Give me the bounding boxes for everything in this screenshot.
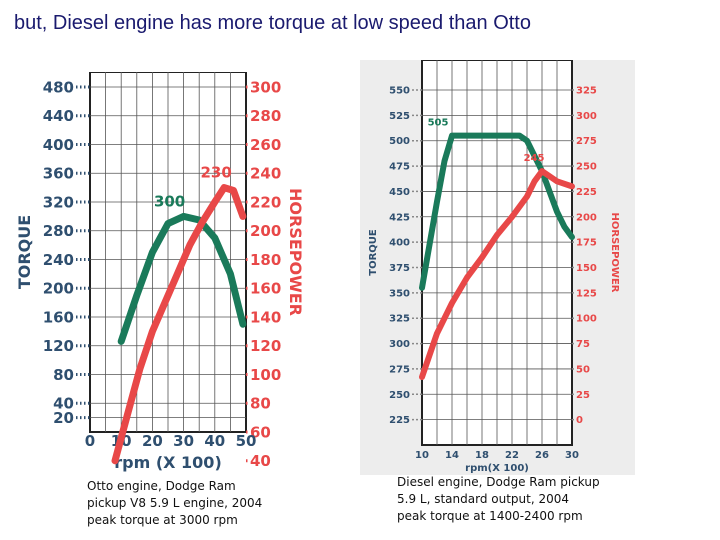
y-tick-label: 40 (53, 395, 74, 413)
y-tick-label: 280 (43, 222, 74, 240)
diesel-engine-chart-svg: 2252502753003253503754004254504755005255… (360, 60, 635, 475)
y-tick-label: 440 (43, 107, 74, 125)
x-tick-label: 22 (505, 450, 519, 461)
otto-caption-line-1: Otto engine, Dodge Ram (87, 479, 236, 493)
x-tick-label: 14 (445, 450, 459, 461)
y-tick-label: 360 (43, 165, 74, 183)
y2-tick-label: 275 (576, 136, 597, 147)
y2-tick-label: 300 (250, 78, 281, 96)
y-axis-label: TORQUE (368, 229, 379, 276)
y2-tick-label: 180 (250, 251, 281, 269)
y2-tick-label: 300 (576, 111, 597, 122)
y2-tick-label: 100 (576, 314, 597, 325)
x-tick-label: 0 (85, 432, 95, 450)
x-tick-label: 40 (204, 432, 225, 450)
y2-tick-label: 325 (576, 86, 597, 97)
y-tick-label: 20 (53, 409, 74, 427)
y2-axis-label: HORSEPOWER (609, 213, 620, 293)
x-axis-label: rpm (X 100) (114, 453, 222, 472)
y-tick-label: 400 (389, 238, 410, 249)
y-tick-label: 250 (389, 390, 410, 401)
y2-tick-label: 100 (250, 366, 281, 384)
peak-annotation: 245 (524, 153, 545, 164)
y-tick-label: 375 (389, 263, 410, 274)
diesel-engine-chart: 225 250 275 300 325 350 375 400 425 450 475 500 525 5… (360, 60, 635, 475)
diesel-caption-line-2: 5.9 L, standard output, 2004 (397, 492, 570, 506)
peak-annotation: 230 (201, 164, 232, 182)
y2-tick-label: 150 (576, 263, 597, 274)
y-tick-label: 500 (389, 136, 410, 147)
slide-title: but, Diesel engine has more torque at lo… (14, 12, 531, 34)
otto-caption-line-2: pickup V8 5.9 L engine, 2004 (87, 496, 263, 510)
y-tick-label: 475 (389, 162, 410, 173)
otto-engine-chart: 20 40 80 120 160 200 240 280 320 360 400 440 480 40 60… (18, 72, 308, 474)
y-tick-label: 350 (389, 288, 410, 299)
y2-tick-label: 250 (576, 162, 597, 173)
y2-tick-label: 200 (250, 222, 281, 240)
y2-tick-label: 0 (576, 415, 583, 426)
y-tick-label: 240 (43, 251, 74, 269)
y-tick-label: 550 (389, 86, 410, 97)
y2-tick-label: 80 (250, 395, 271, 413)
series-line-torque (419, 132, 575, 291)
y2-tick-label: 220 (250, 193, 281, 211)
y-axis-label: TORQUE (18, 215, 34, 289)
y-tick-label: 325 (389, 314, 410, 325)
y2-tick-label: 175 (576, 238, 597, 249)
y2-tick-label: 75 (576, 339, 590, 350)
y2-axis-label: HORSEPOWER (286, 188, 305, 316)
peak-annotation: 505 (428, 118, 449, 129)
y-tick-label: 275 (389, 364, 410, 375)
y2-tick-label: 50 (576, 364, 590, 375)
peak-annotation: 300 (154, 192, 185, 210)
y2-tick-label: 200 (576, 212, 597, 223)
y-tick-label: 525 (389, 111, 410, 122)
series-line-torque (117, 212, 247, 345)
y2-tick-label: 60 (250, 423, 271, 441)
y-tick-label: 225 (389, 415, 410, 426)
otto-caption: Otto engine, Dodge Ram pickup V8 5.9 L e… (87, 478, 262, 529)
x-tick-label: 50 (236, 432, 257, 450)
x-tick-label: 26 (535, 450, 549, 461)
x-tick-label: 20 (142, 432, 163, 450)
y-tick-label: 320 (43, 193, 74, 211)
x-axis-label: rpm(X 100) (465, 463, 529, 474)
x-tick-label: 30 (565, 450, 579, 461)
y2-tick-label: 40 (250, 452, 271, 470)
x-tick-label: 30 (173, 432, 194, 450)
y-tick-label: 300 (389, 339, 410, 350)
otto-engine-chart-svg: 2040801201602002402803203604004404804060… (18, 72, 305, 472)
y2-tick-label: 140 (250, 308, 281, 326)
y-tick-label: 80 (53, 366, 74, 384)
series-line-horsepower (111, 184, 247, 465)
y-tick-label: 400 (43, 136, 74, 154)
y-tick-label: 450 (389, 187, 410, 198)
diesel-caption-line-1: Diesel engine, Dodge Ram pickup (397, 475, 600, 489)
y2-tick-label: 120 (250, 337, 281, 355)
y-tick-label: 120 (43, 337, 74, 355)
y2-tick-label: 280 (250, 107, 281, 125)
y2-tick-label: 240 (250, 165, 281, 183)
y2-tick-label: 225 (576, 187, 597, 198)
x-tick-label: 10 (415, 450, 429, 461)
y-tick-label: 200 (43, 280, 74, 298)
y-tick-label: 160 (43, 308, 74, 326)
y-tick-label: 425 (389, 212, 410, 223)
diesel-caption: Diesel engine, Dodge Ram pickup 5.9 L, s… (397, 474, 600, 525)
x-tick-label: 18 (475, 450, 489, 461)
diesel-caption-line-3: peak torque at 1400-2400 rpm (397, 509, 583, 523)
y2-tick-label: 25 (576, 390, 590, 401)
otto-caption-line-3: peak torque at 3000 rpm (87, 513, 238, 527)
series-line-horsepower (419, 168, 575, 380)
y2-tick-label: 260 (250, 136, 281, 154)
y2-tick-label: 125 (576, 288, 597, 299)
y-tick-label: 480 (43, 78, 74, 96)
y2-tick-label: 160 (250, 280, 281, 298)
